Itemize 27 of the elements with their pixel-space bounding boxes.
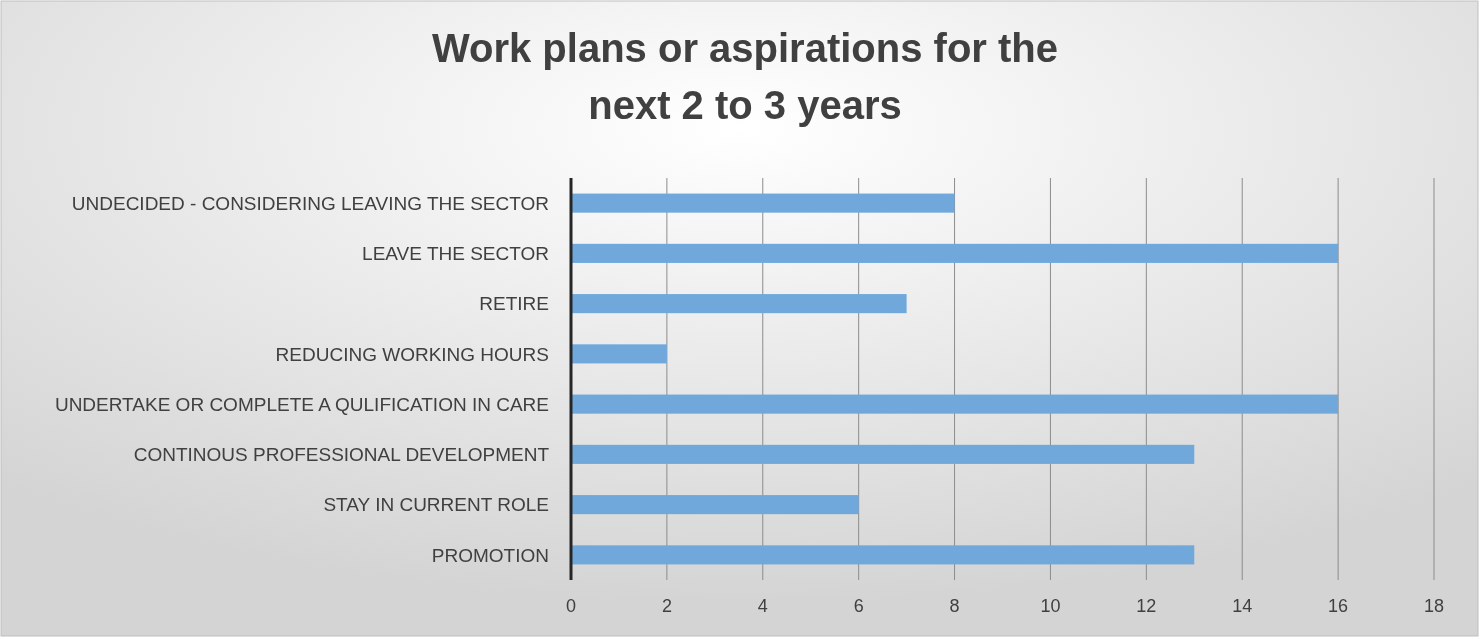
bar	[571, 394, 1339, 414]
y-tick-label: PROMOTION	[431, 544, 549, 566]
bar	[571, 444, 1195, 464]
x-tick-label: 18	[1423, 596, 1445, 616]
bar	[571, 243, 1339, 263]
x-tick-label: 10	[1040, 596, 1061, 616]
chart-title: Work plans or aspirations for the next 2 to 3 years	[431, 26, 1059, 127]
bar	[571, 294, 907, 314]
y-tick-label: UNDECIDED - CONSIDERING LEAVING THE SECTOR	[71, 192, 549, 214]
x-tick-label: 2	[661, 596, 672, 616]
x-tick-label: 8	[949, 596, 960, 616]
y-tick-label: RETIRE	[479, 293, 549, 315]
y-tick-label: LEAVE THE SECTOR	[362, 243, 549, 265]
y-tick-label: REDUCING WORKING HOURS	[275, 343, 549, 365]
bar	[571, 545, 1195, 565]
x-tick-label: 6	[853, 596, 864, 616]
y-tick-label: UNDERTAKE OR COMPLETE A QULIFICATION IN CARE	[54, 393, 549, 415]
y-tick-label: STAY IN CURRENT ROLE	[323, 494, 549, 516]
x-tick-label: 4	[757, 596, 768, 616]
y-tick-label: CONTINOUS PROFESSIONAL DEVELOPMENT	[133, 444, 550, 466]
bar	[571, 344, 667, 364]
bar	[571, 193, 955, 213]
x-tick-label: 14	[1232, 596, 1253, 616]
x-tick-label: 16	[1328, 596, 1349, 616]
x-tick-label: 12	[1136, 596, 1157, 616]
x-tick-label: 0	[565, 596, 577, 616]
bar	[571, 495, 859, 515]
